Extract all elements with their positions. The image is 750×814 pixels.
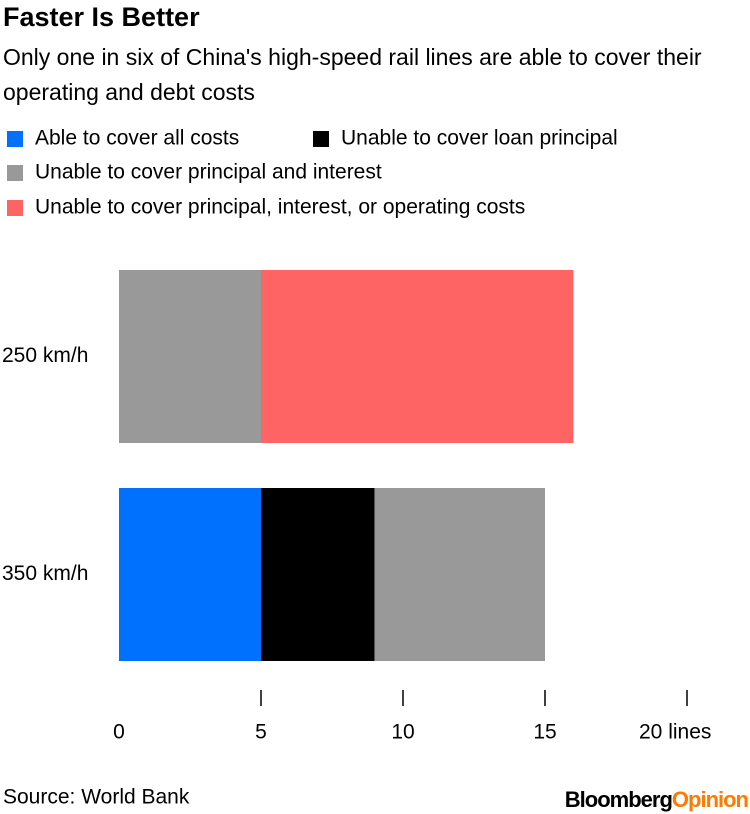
- source: Source: World Bank: [3, 786, 190, 809]
- x-tick-label: 10: [391, 721, 414, 744]
- legend-swatch: [7, 165, 23, 181]
- legend-swatch: [7, 131, 23, 147]
- bar-segment: [374, 488, 545, 661]
- bar-segment: [119, 488, 261, 661]
- y-tick-label: 250 km/h: [2, 344, 88, 367]
- x-tick-label: 15: [533, 721, 556, 744]
- logo-brand: Bloomberg: [565, 787, 672, 812]
- legend-label: Able to cover all costs: [35, 127, 239, 150]
- x-tick-label: 0: [113, 721, 125, 744]
- logo-product: Opinion: [672, 787, 749, 812]
- chart-title: Faster Is Better: [3, 2, 200, 32]
- x-tick-label: 5: [255, 721, 267, 744]
- chart-subtitle: Only one in six of China's high-speed ra…: [3, 44, 702, 105]
- bar-segment: [261, 488, 375, 661]
- y-tick-label: 350 km/h: [2, 562, 88, 585]
- legend-label: Unable to cover loan principal: [341, 127, 618, 150]
- logo: BloombergOpinion: [565, 787, 749, 812]
- legend-swatch: [7, 200, 23, 216]
- legend-swatch: [313, 131, 329, 147]
- bar-segment: [119, 270, 261, 443]
- legend-label: Unable to cover principal and interest: [35, 161, 382, 184]
- x-tick-label: 20 lines: [639, 721, 711, 744]
- legend-label: Unable to cover principal, interest, or …: [35, 196, 525, 219]
- bar-segment: [261, 270, 574, 443]
